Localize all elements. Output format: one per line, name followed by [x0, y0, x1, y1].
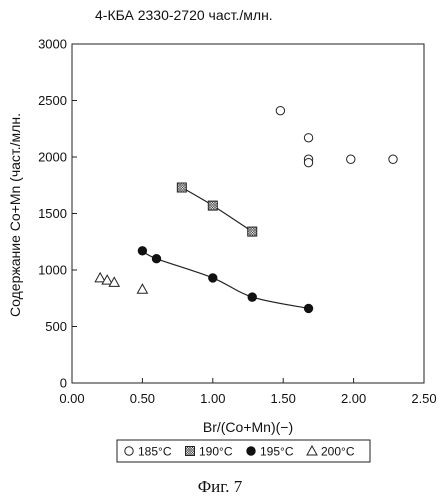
data-point-200 — [94, 271, 107, 283]
plot-area: 0 500 1000 1500 2000 2500 3000 0.00 0.50 1.00 1.50… — [38, 37, 437, 407]
y-tick-label: 2000 — [38, 150, 67, 165]
y-axis-title: Содержание Co+Mn (част./млн. — [7, 113, 23, 317]
legend-label-185: 185°C — [138, 445, 172, 459]
x-axis-title: Br/(Co+Mn)(−) — [203, 419, 293, 435]
x-tick-label: 1.00 — [200, 391, 225, 406]
legend-label-195: 195°C — [260, 445, 294, 459]
data-point-190 — [176, 182, 187, 193]
figure-caption: Фиг. 7 — [198, 477, 243, 496]
data-point-190 — [247, 226, 258, 237]
data-point-195 — [151, 254, 162, 264]
data-point-195 — [247, 292, 257, 302]
legend: 185°C 190°C 195°C 200°C — [116, 439, 371, 463]
plot-frame — [71, 43, 425, 384]
data-point-200 — [101, 274, 114, 285]
data-point-185 — [275, 105, 286, 116]
data-point-185 — [388, 154, 398, 164]
legend-marker-195 — [246, 446, 256, 456]
legend-marker-185 — [124, 446, 134, 456]
x-tick-label: 0.50 — [130, 391, 155, 406]
y-tick-label: 3000 — [38, 37, 67, 52]
data-point-185 — [303, 157, 314, 168]
data-point-195 — [303, 303, 314, 314]
data-point-200 — [136, 283, 149, 294]
y-tick-label: 500 — [45, 319, 67, 334]
y-tick-label: 1000 — [38, 263, 67, 278]
x-tick-label: 0.00 — [59, 391, 84, 406]
data-point-195 — [137, 246, 148, 256]
series-195-trendline — [142, 250, 309, 310]
legend-label-200: 200°C — [321, 445, 355, 459]
legend-marker-200 — [306, 444, 318, 456]
x-tick-label: 2.00 — [341, 391, 366, 406]
chart-title: 4-КБА 2330-2720 част./млн. — [95, 7, 273, 23]
data-point-185 — [346, 154, 356, 164]
y-tick-label: 2500 — [38, 93, 67, 108]
y-tick-label: 1500 — [38, 206, 67, 221]
data-point-185 — [303, 133, 314, 143]
legend-label-190: 190°C — [199, 445, 233, 459]
x-tick-label: 2.50 — [411, 391, 436, 406]
data-point-195 — [208, 273, 218, 283]
x-tick-label: 1.50 — [271, 391, 296, 406]
data-point-200 — [108, 276, 121, 287]
data-point-190 — [207, 200, 218, 211]
legend-box — [116, 439, 371, 463]
y-tick-label: 0 — [60, 376, 67, 391]
legend-marker-190 — [185, 446, 195, 456]
